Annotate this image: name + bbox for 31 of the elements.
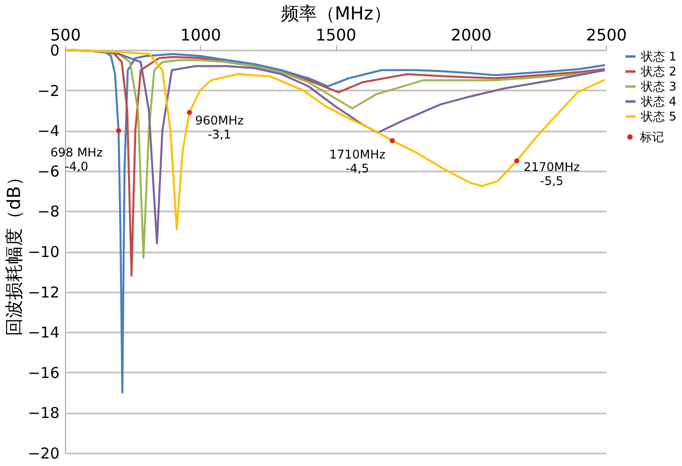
y-tick-label: −18	[28, 404, 60, 422]
annotation: 1710MHz -4,5	[329, 148, 386, 176]
y-tick-label: −12	[28, 283, 60, 302]
point	[514, 158, 520, 164]
point	[116, 128, 122, 134]
point	[186, 110, 192, 115]
legend-label: 状态 1	[640, 50, 676, 64]
legend-label: 标记	[639, 130, 664, 144]
y-tick-label: −10	[28, 243, 60, 261]
y-tick-label: 0	[50, 42, 60, 60]
y-tick-label: −16	[28, 364, 60, 382]
legend-label: 状态 4	[640, 94, 676, 108]
annotation: 2170MHz -5,5	[524, 160, 580, 188]
y-tick-label: −4	[37, 122, 60, 140]
y-axis-title: 回波损耗幅度（dB）	[4, 168, 25, 336]
y-tick-label: −14	[28, 324, 60, 342]
x-tick-label: 1000	[180, 26, 222, 44]
x-tick-label: 2000	[450, 26, 492, 44]
point	[390, 138, 395, 144]
y-tick-label: −6	[37, 162, 60, 180]
legend-label: 状态 2	[640, 64, 676, 78]
y-tick-label: −20	[28, 444, 60, 462]
x-axis-title: 频率（MHz）	[280, 4, 392, 24]
x-tick-label: 2500	[586, 26, 627, 44]
x-tick-label: 1500	[316, 26, 356, 44]
x-tick-label: 500	[50, 26, 81, 44]
legend-label: 状态 5	[640, 110, 676, 124]
legend-label: 状态 3	[640, 80, 676, 94]
y-tick-label: −8	[37, 202, 60, 221]
annotation: 960MHz -3,1	[195, 113, 244, 142]
y-tick-label: −2	[37, 82, 60, 100]
